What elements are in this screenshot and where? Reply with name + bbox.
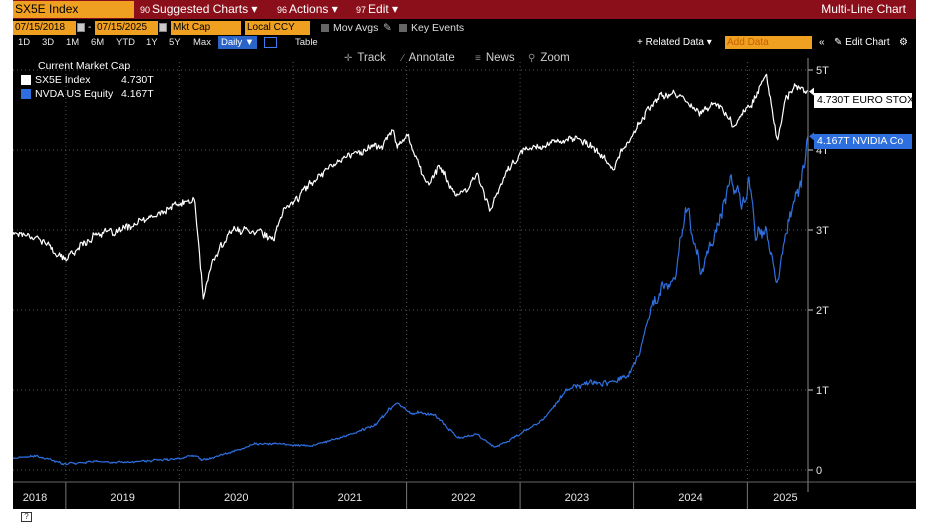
period-max[interactable]: Max [193, 37, 211, 48]
x-tick-label: 2020 [224, 492, 248, 504]
crosshair-icon: ✛ [344, 53, 353, 64]
annotate-label: Annotate [408, 52, 455, 64]
y-tick-label: 2T [816, 305, 829, 317]
menu-label: Edit ▾ [368, 2, 399, 16]
y-tick-label: 0 [816, 465, 822, 477]
mov-avgs-checkbox[interactable] [321, 24, 329, 32]
suggested-charts-menu[interactable]: 90 Suggested Charts ▾ [140, 0, 257, 19]
controls-row: 07/15/2018 - 07/15/2025 Mkt Cap Local CC… [13, 21, 916, 35]
key-events-label[interactable]: Key Events [411, 22, 465, 34]
period-1d[interactable]: 1D [18, 37, 31, 48]
y-tick-label: 1T [816, 385, 829, 397]
legend-swatch [21, 89, 31, 99]
edit-chart-label: Edit Chart [845, 37, 890, 48]
key-events-checkbox[interactable] [399, 24, 407, 32]
x-tick-label: 2018 [23, 492, 47, 504]
legend-value: 4.730T [121, 74, 154, 86]
news-icon: ≡ [475, 53, 481, 64]
period-3d[interactable]: 3D [42, 37, 55, 48]
x-tick-label: 2019 [110, 492, 134, 504]
x-tick-label: 2023 [565, 492, 589, 504]
period-5y[interactable]: 5Y [169, 37, 181, 48]
x-tick-label: 2024 [678, 492, 702, 504]
field-selector[interactable]: Mkt Cap [171, 21, 241, 35]
menu-label: Suggested Charts ▾ [152, 2, 258, 16]
menu-number: 90 [140, 5, 151, 15]
period-ytd[interactable]: YTD [116, 37, 135, 48]
calendar-icon[interactable] [77, 23, 85, 32]
table-button[interactable]: Table [295, 37, 318, 48]
actions-menu[interactable]: 96 Actions ▾ [277, 0, 338, 19]
last-value-marker [809, 87, 814, 96]
last-value-marker [809, 132, 814, 141]
period-1m[interactable]: 1M [66, 37, 80, 48]
last-value-tag-nvda: 4.167T NVIDIA Co [814, 134, 912, 149]
legend-swatch [21, 75, 31, 85]
series-line-nvda [13, 136, 809, 466]
start-date-field[interactable]: 07/15/2018 [13, 21, 76, 35]
gear-icon[interactable]: ⚙ [899, 37, 908, 48]
frequency-selector[interactable]: Daily ▼ [218, 36, 258, 49]
ticker-input[interactable]: SX5E Index [13, 1, 134, 18]
zoom-label: Zoom [540, 52, 570, 64]
series-line-sx5e [13, 73, 809, 300]
legend-item-nvda[interactable]: NVDA US Equity 4.167T [19, 88, 179, 100]
legend-value: 4.167T [121, 88, 154, 100]
track-label: Track [357, 52, 386, 64]
x-tick-label: 2021 [338, 492, 362, 504]
track-button[interactable]: ✛ Track [344, 50, 386, 67]
period-row: 1D 3D 1M 6M YTD 1Y 5Y Max Daily ▼ Table … [13, 36, 916, 49]
window-title: Multi-Line Chart [821, 2, 906, 16]
expand-icon[interactable]: ? [21, 512, 32, 522]
title-bar: SX5E Index 90 Suggested Charts ▾ 96 Action… [13, 0, 916, 19]
zoom-button[interactable]: ⚲ Zoom [528, 50, 570, 67]
currency-selector[interactable]: Local CCY [245, 21, 310, 35]
news-label: News [485, 52, 515, 64]
news-button[interactable]: ≡ News [475, 50, 515, 67]
edit-chart-button[interactable]: ✎ Edit Chart [834, 36, 890, 49]
magnifier-icon: ⚲ [528, 53, 536, 64]
x-tick-label: 2025 [773, 492, 797, 504]
x-tick-label: 2022 [451, 492, 475, 504]
legend-title: Current Market Cap [38, 60, 131, 72]
legend-name: SX5E Index [35, 74, 91, 86]
last-value-tag-sx5e: 4.730T EURO STOX [814, 93, 912, 108]
pencil-icon: ✎ [834, 37, 846, 48]
line-chart-icon[interactable] [264, 37, 277, 48]
add-data-input[interactable]: Add Data [725, 36, 812, 49]
edit-menu[interactable]: 97 Edit ▾ [356, 0, 398, 19]
legend-item-sx5e[interactable]: SX5E Index 4.730T [19, 74, 179, 86]
menu-number: 97 [356, 5, 367, 15]
menu-number: 96 [277, 5, 288, 15]
menu-label: Actions ▾ [289, 2, 338, 16]
chart-window: SX5E Index 90 Suggested Charts ▾ 96 Action… [13, 0, 916, 509]
collapse-icon[interactable]: « [819, 37, 825, 48]
pencil-icon[interactable]: ✎ [383, 22, 392, 34]
mov-avgs-label[interactable]: Mov Avgs [333, 22, 379, 34]
annotate-button[interactable]: ⁄ Annotate [402, 50, 455, 67]
end-date-field[interactable]: 07/15/2025 [95, 21, 158, 35]
related-data-menu[interactable]: + Related Data ▾ [637, 37, 712, 48]
y-tick-label: 3T [816, 225, 829, 237]
period-6m[interactable]: 6M [91, 37, 105, 48]
date-separator: - [88, 22, 92, 33]
y-tick-label: 5T [816, 65, 829, 77]
period-1y[interactable]: 1Y [146, 37, 158, 48]
legend-name: NVDA US Equity [35, 88, 114, 100]
pencil-icon: ⁄ [402, 53, 404, 64]
calendar-icon[interactable] [159, 23, 167, 32]
